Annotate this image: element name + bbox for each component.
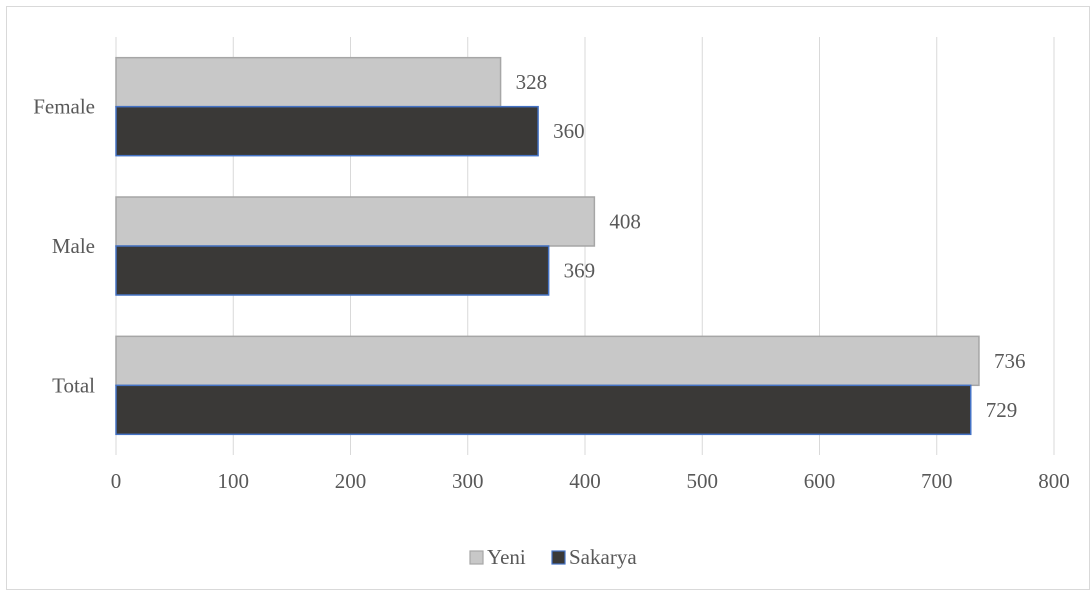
x-axis-ticks: 0 100 200 300 400 500 600 700 800 <box>111 469 1070 493</box>
legend-swatch <box>551 550 566 565</box>
data-label: 328 <box>516 70 548 94</box>
x-tick-label: 800 <box>1038 469 1070 493</box>
data-label: 408 <box>609 210 641 234</box>
legend-label: Sakarya <box>569 545 637 569</box>
bar-yeni-total <box>115 335 980 387</box>
data-label: 729 <box>986 398 1018 422</box>
bar-yeni-female <box>115 56 502 108</box>
data-labels: 328 360 408 369 736 729 <box>516 70 1026 422</box>
category-label: Male <box>52 234 95 258</box>
x-tick-label: 0 <box>111 469 122 493</box>
x-tick-label: 600 <box>804 469 836 493</box>
legend: Yeni Sakarya <box>469 545 637 569</box>
x-tick-label: 200 <box>335 469 367 493</box>
data-label: 736 <box>994 349 1025 373</box>
bar-yeni-male <box>115 196 596 247</box>
x-tick-label: 500 <box>687 469 719 493</box>
category-label: Female <box>33 95 95 119</box>
data-label: 369 <box>564 259 596 283</box>
legend-label: Yeni <box>487 545 526 569</box>
bars <box>115 56 980 436</box>
x-tick-label: 100 <box>218 469 250 493</box>
x-tick-label: 400 <box>569 469 601 493</box>
y-axis-categories: Female Male Total <box>33 95 95 398</box>
bar-sakarya-total <box>115 384 972 436</box>
legend-swatch <box>469 550 484 565</box>
bar-sakarya-male <box>115 245 550 296</box>
data-label: 360 <box>553 119 585 143</box>
bar-sakarya-female <box>115 105 539 157</box>
category-label: Total <box>52 373 95 397</box>
x-tick-label: 300 <box>452 469 484 493</box>
x-tick-label: 700 <box>921 469 953 493</box>
